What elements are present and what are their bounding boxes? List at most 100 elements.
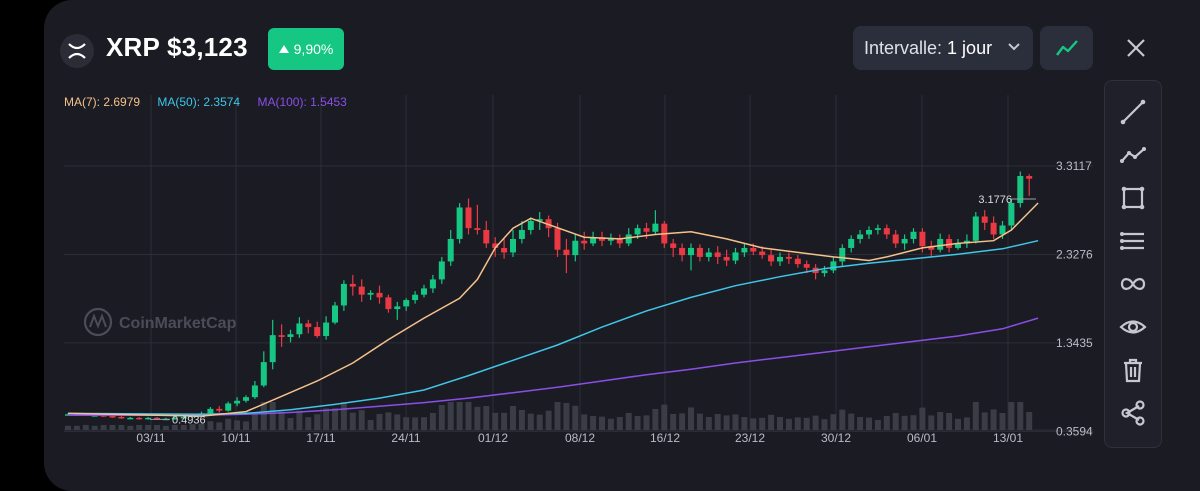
ma7-legend: MA(7): 2.6979: [64, 95, 141, 109]
close-button[interactable]: [1120, 32, 1152, 64]
ma50-line: [67, 239, 1039, 416]
volume-bar: [456, 402, 463, 430]
candle-body: [848, 238, 855, 248]
volume-bar: [1008, 402, 1015, 430]
volume-bar: [118, 425, 125, 430]
volume-bar: [892, 413, 899, 430]
interval-value: 1 jour: [947, 37, 993, 58]
volume-bar: [714, 414, 721, 430]
candle-body: [136, 417, 143, 420]
candle-body: [794, 258, 801, 265]
chart-annotations: 3.1776 0.4936: [150, 194, 1036, 426]
volume-bar: [483, 406, 490, 430]
interval-label: Intervalle:: [864, 37, 943, 58]
candle-body: [438, 261, 445, 280]
volume-bar: [171, 425, 178, 430]
price: $3,123: [167, 32, 248, 62]
volume-bar: [474, 406, 481, 430]
volume-bar: [643, 415, 650, 430]
candle-body: [545, 219, 552, 229]
volume-bar: [545, 410, 552, 430]
volume-bar: [946, 413, 953, 430]
volume-bar: [376, 414, 383, 430]
trash-icon[interactable]: [1117, 354, 1149, 386]
candle-body: [821, 270, 828, 274]
volume-bar: [794, 417, 801, 430]
candle-body: [892, 234, 899, 244]
eye-icon[interactable]: [1117, 311, 1149, 343]
candle-body: [919, 231, 926, 247]
volume-bar: [492, 412, 499, 430]
volume-bar: [563, 403, 570, 430]
volume-bar: [1017, 402, 1024, 430]
x-tick-label: 13/01: [993, 431, 1023, 445]
candle-body: [866, 229, 872, 235]
volume-bar: [447, 402, 454, 430]
candle-body: [269, 335, 276, 363]
candle-body: [981, 216, 988, 223]
volume-bar: [216, 422, 223, 430]
volume-bar: [349, 412, 356, 430]
candle-body: [518, 229, 525, 239]
volume-bar: [759, 417, 766, 430]
ma7-line: [67, 202, 1039, 417]
candle-body: [118, 416, 125, 419]
drawing-toolbar: [1104, 80, 1162, 448]
volume-bar: [972, 402, 979, 430]
share-icon[interactable]: [1117, 397, 1149, 429]
interval-dropdown[interactable]: Intervalle: 1 jour: [853, 26, 1033, 70]
candle-body: [243, 397, 249, 401]
candle-body: [990, 222, 997, 235]
volume-bar: [394, 414, 401, 430]
candle-body: [171, 417, 178, 420]
polyline-icon[interactable]: [1117, 139, 1149, 171]
candle-body: [474, 228, 481, 230]
volume-bar: [866, 417, 872, 430]
volume-bar: [162, 425, 169, 430]
y-tick-label: 2.3276: [1056, 247, 1093, 261]
volume-bar: [679, 413, 686, 430]
change-badge: 9,90%: [268, 28, 344, 70]
candle-body: [376, 292, 383, 298]
volume-bar: [527, 413, 534, 430]
candle-body: [421, 288, 427, 295]
volume-bar: [501, 412, 508, 430]
volume-bar: [91, 425, 98, 430]
chart-grid: [64, 95, 1093, 432]
x-tick-label: 17/11: [306, 431, 335, 445]
volume-bar: [768, 414, 775, 430]
trend-line-icon[interactable]: [1117, 96, 1149, 128]
candle-body: [634, 228, 641, 235]
volume-bar: [723, 415, 730, 430]
volume-bar: [278, 411, 285, 430]
candle-body: [696, 247, 703, 257]
candle-body: [688, 247, 694, 256]
candle-body: [234, 400, 241, 404]
infinity-icon[interactable]: [1117, 268, 1149, 300]
close-icon: [1127, 39, 1145, 57]
chart-type-button[interactable]: [1040, 26, 1093, 70]
candle-body: [251, 385, 258, 398]
horizontal-lines-icon[interactable]: [1117, 225, 1149, 257]
volume-bar: [705, 417, 712, 430]
candle-body: [536, 219, 543, 221]
rectangle-icon[interactable]: [1117, 182, 1149, 214]
volume-bars: [65, 402, 1033, 430]
candle-body: [501, 247, 508, 253]
ma100-legend: MA(100): 1.5453: [257, 95, 347, 109]
candle-body: [314, 327, 321, 337]
volume-bar: [607, 418, 614, 430]
x-tick-label: 23/12: [735, 431, 765, 445]
volume-bar: [1026, 412, 1033, 430]
x-tick-label: 08/12: [565, 431, 595, 445]
candle-body: [385, 297, 392, 310]
volume-bar: [955, 418, 961, 430]
volume-bar: [234, 420, 241, 430]
candle-body: [741, 247, 748, 253]
x-axis-labels: 03/11 10/11 17/11 24/11 01/12 08/12 16/12 23/12…: [136, 431, 1023, 445]
volume-bar: [857, 417, 864, 430]
volume-bar: [670, 414, 677, 430]
candle-body: [625, 234, 632, 244]
volume-bar: [554, 402, 561, 430]
